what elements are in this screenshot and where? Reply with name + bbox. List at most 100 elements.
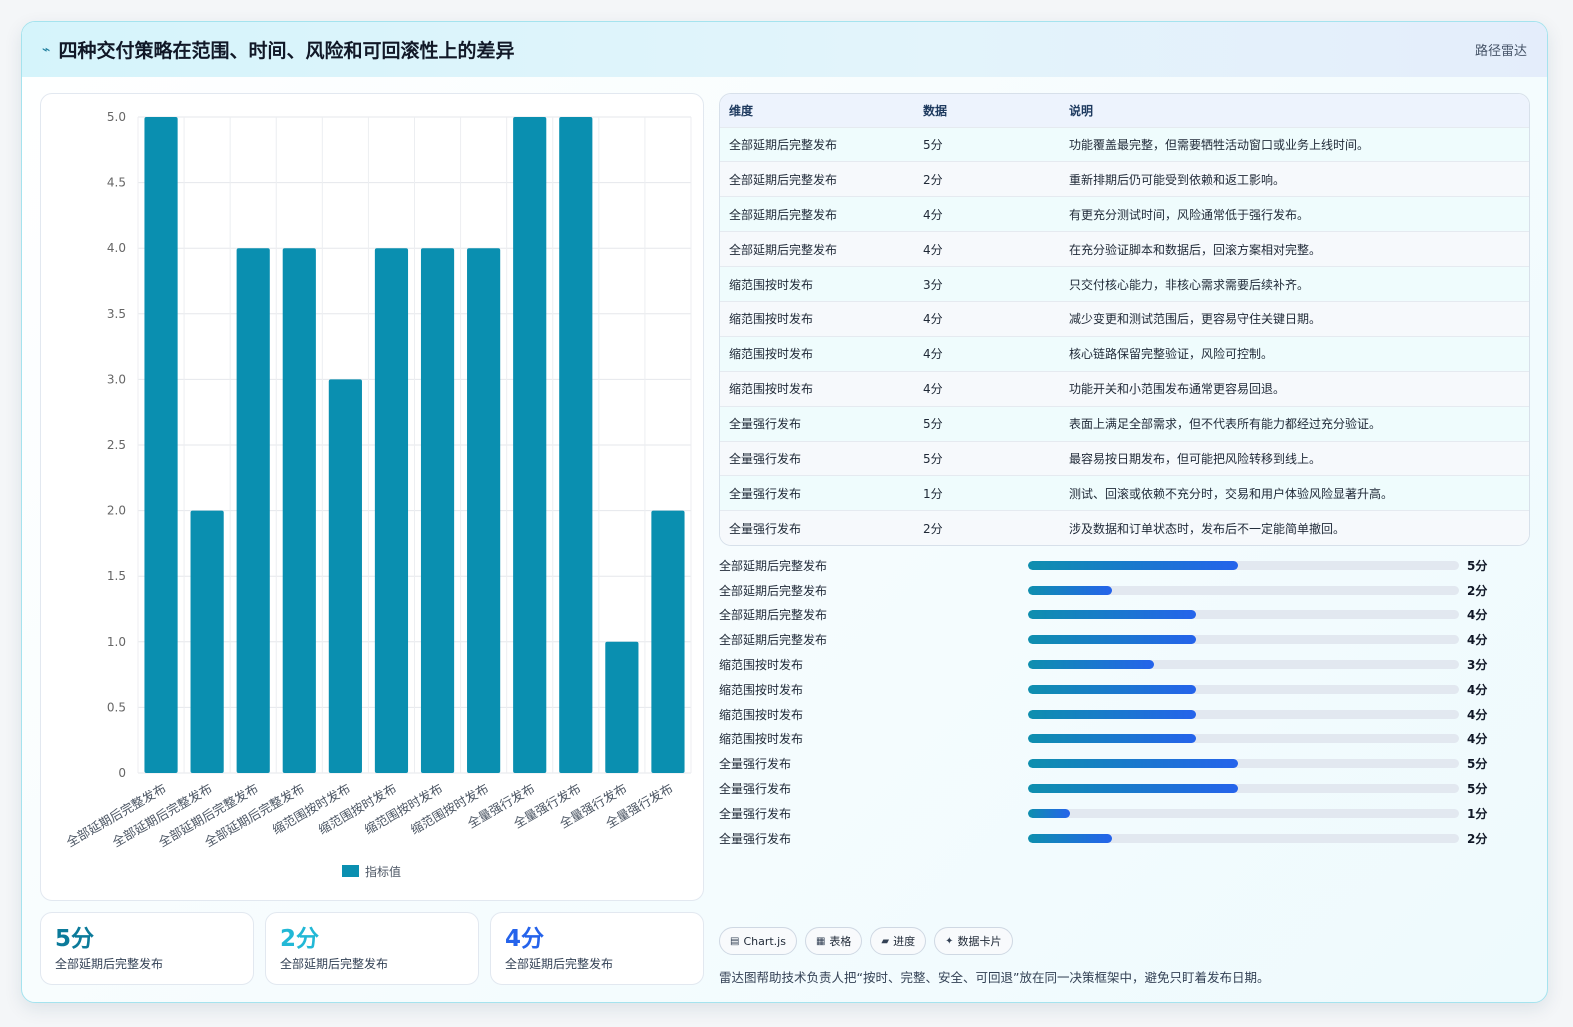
table-row: 缩范围按时发布 4分 核心链路保留完整验证，风险可控制。 [720,335,1529,372]
progress-value: 4分 [1467,707,1488,722]
progress-track [1028,734,1459,744]
cell-description: 功能覆盖最完整，但需要牺牲活动窗口或业务上线时间。 [1060,126,1529,162]
table-row: 全部延期后完整发布 4分 在充分验证脚本和数据后，回滚方案相对完整。 [720,231,1529,267]
stat-label: 全部延期后完整发布 [55,957,164,971]
y-tick-label: 3.0 [107,372,126,386]
stat-label: 全部延期后完整发布 [280,957,389,971]
progress-value: 5分 [1467,558,1488,573]
cell-dimension: 全部延期后完整发布 [720,126,914,162]
chip-label: 表格 [829,935,852,948]
cell-description: 测试、回滚或依赖不充分时，交易和用户体验风险显著升高。 [1060,475,1529,511]
progress-row: 缩范围按时发布 4分 [719,727,1530,752]
progress-row: 缩范围按时发布 4分 [719,702,1530,727]
chip-card[interactable]: ✦ 数据卡片 [934,927,1013,955]
legend-label: 指标值 [365,864,401,879]
table-row: 缩范围按时发布 4分 减少变更和测试范围后，更容易守住关键日期。 [720,300,1529,337]
table-row: 全量强行发布 5分 最容易按日期发布，但可能把风险转移到线上。 [720,440,1529,476]
cell-dimension: 全部延期后完整发布 [720,231,914,267]
chip-progress[interactable]: ▰ 进度 [870,927,927,955]
progress-value: 5分 [1467,757,1488,772]
y-tick-label: 5.0 [107,110,126,124]
progress-track [1028,808,1459,818]
cell-dimension: 缩范围按时发布 [720,266,914,302]
cell-dimension: 全量强行发布 [720,405,914,442]
dashboard-card: ⌁ 四种交付策略在范围、时间、风险和可回滚性上的差异 路径雷达 0 0.5 1.0 1… [21,21,1548,1003]
data-table: 维度 数据 说明 全部延期后完整发布 5分 功能覆盖最完整，但需要牺牲活动窗口或业务… [720,94,1529,545]
table-row: 全部延期后完整发布 2分 重新排期后仍可能受到依赖和返工影响。 [720,161,1529,197]
progress-track [1028,709,1459,719]
progress-label: 全部延期后完整发布 [719,583,828,598]
stat-card: 4分 全部延期后完整发布 [490,912,704,985]
cell-dimension: 全部延期后完整发布 [720,161,914,197]
progress-label: 全量强行发布 [719,806,792,821]
cell-description: 功能开关和小范围发布通常更容易回退。 [1060,370,1529,407]
table-header-row: 维度 数据 说明 [720,94,1529,127]
progress-row: 全量强行发布 2分 [719,826,1530,851]
stat-label: 全部延期后完整发布 [505,957,614,971]
chip-table[interactable]: ▦ 表格 [804,927,863,955]
progress-fill [1028,734,1197,744]
progress-label: 全部延期后完整发布 [719,608,828,623]
progress-fill [1028,784,1239,794]
page-title: 四种交付策略在范围、时间、风险和可回滚性上的差异 [58,40,515,62]
cell-data: 4分 [914,196,1060,232]
progress-label: 缩范围按时发布 [719,682,804,697]
bar [467,248,501,773]
progress-track [1028,684,1459,694]
cell-dimension: 缩范围按时发布 [720,300,914,337]
progress-label: 全量强行发布 [719,757,792,772]
cell-dimension: 全部延期后完整发布 [720,196,914,232]
bar [190,510,224,773]
y-tick-label: 0 [118,766,126,780]
y-tick-label: 1.0 [107,635,126,649]
progress-fill [1028,709,1197,719]
cell-data: 4分 [914,231,1060,267]
header-tag: 路径雷达 [1474,44,1527,59]
bar [605,641,639,773]
cell-description: 核心链路保留完整验证，风险可控制。 [1060,335,1529,372]
column-header-description: 说明 [1069,103,1094,118]
progress-row: 全部延期后完整发布 2分 [719,578,1530,603]
progress-row: 全部延期后完整发布 4分 [719,627,1530,652]
progress-track [1028,585,1459,595]
progress-label: 缩范围按时发布 [719,732,804,747]
stat-card: 5分 全部延期后完整发布 [40,912,254,985]
data-table-panel: 维度 数据 说明 全部延期后完整发布 5分 功能覆盖最完整，但需要牺牲活动窗口或业务… [719,93,1530,546]
progress-fill [1028,759,1239,769]
chip-label: 数据卡片 [957,935,1002,948]
cell-dimension: 全量强行发布 [720,475,914,511]
progress-fill [1028,684,1197,694]
progress-label: 缩范围按时发布 [719,658,804,673]
cell-data: 2分 [914,510,1060,545]
cell-data: 4分 [914,300,1060,337]
bar-chart-panel: 0 0.5 1.0 1.5 2.0 2.5 3.0 3.5 4.0 4.5 5.0 全部延期后完整发布… [40,93,704,901]
stat-value: 4分 [505,926,545,952]
table-icon: ▦ [815,935,826,947]
progress-fill [1028,808,1071,818]
progress-value: 4分 [1467,608,1488,623]
column-header-data: 数据 [923,103,948,118]
progress-track [1028,560,1459,570]
cell-data: 5分 [914,405,1060,442]
progress-label: 全部延期后完整发布 [719,558,828,573]
bar [513,117,547,773]
progress-fill [1028,635,1197,645]
progress-value: 4分 [1467,732,1488,747]
table-row: 全部延期后完整发布 4分 有更充分测试时间，风险通常低于强行发布。 [720,196,1529,232]
progress-label: 全部延期后完整发布 [719,633,828,648]
y-tick-label: 1.5 [107,569,126,583]
card-icon: ✦ [945,935,954,947]
cell-description: 在充分验证脚本和数据后，回滚方案相对完整。 [1060,231,1529,267]
progress-value: 3分 [1467,658,1488,673]
stat-value: 2分 [280,926,320,952]
progress-track [1028,635,1459,645]
bar-chart: 00.51.01.52.02.53.03.54.04.55.0全部延期后完整发布… [64,110,692,879]
cell-description: 表面上满足全部需求，但不代表所有能力都经过充分验证。 [1060,405,1529,442]
y-tick-label: 2.0 [107,504,126,518]
y-tick-label: 2.5 [107,438,126,452]
chip-chart[interactable]: ▤ Chart.js [719,927,797,955]
bar [144,117,178,773]
y-tick-label: 0.5 [107,700,126,714]
progress-fill [1028,610,1197,620]
cell-description: 重新排期后仍可能受到依赖和返工影响。 [1060,161,1529,197]
